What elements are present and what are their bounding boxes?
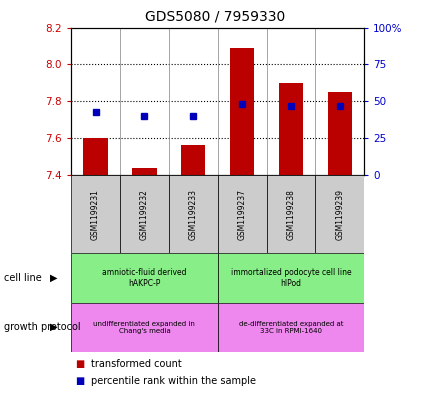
Bar [71, 303, 217, 352]
Text: GSM1199231: GSM1199231 [91, 189, 100, 240]
Bar [327, 92, 351, 175]
Text: GSM1199239: GSM1199239 [335, 189, 344, 240]
Bar [315, 175, 363, 253]
Text: GSM1199237: GSM1199237 [237, 189, 246, 240]
Bar [278, 83, 302, 175]
Text: immortalized podocyte cell line
hIPod: immortalized podocyte cell line hIPod [230, 268, 350, 288]
Bar [229, 48, 254, 175]
Bar [181, 145, 205, 175]
Text: percentile rank within the sample: percentile rank within the sample [90, 376, 255, 386]
Text: transformed count: transformed count [90, 359, 181, 369]
Text: GSM1199232: GSM1199232 [140, 189, 148, 240]
Bar [217, 303, 363, 352]
Bar [217, 175, 266, 253]
Text: de-differentiated expanded at
33C in RPMI-1640: de-differentiated expanded at 33C in RPM… [238, 321, 342, 334]
Bar [266, 175, 315, 253]
Bar [71, 253, 217, 303]
Text: ▶: ▶ [50, 273, 58, 283]
Text: GSM1199233: GSM1199233 [188, 189, 197, 240]
Text: growth protocol: growth protocol [4, 322, 81, 332]
Bar [217, 253, 363, 303]
Text: ■: ■ [75, 376, 84, 386]
Text: GSM1199238: GSM1199238 [286, 189, 295, 240]
Text: ■: ■ [75, 359, 84, 369]
Bar [120, 175, 169, 253]
Bar [71, 175, 120, 253]
Text: undifferentiated expanded in
Chang's media: undifferentiated expanded in Chang's med… [93, 321, 195, 334]
Text: amniotic-fluid derived
hAKPC-P: amniotic-fluid derived hAKPC-P [102, 268, 186, 288]
Bar [169, 175, 217, 253]
Bar [132, 167, 156, 175]
Bar [83, 138, 108, 175]
Text: GDS5080 / 7959330: GDS5080 / 7959330 [145, 10, 285, 24]
Text: ▶: ▶ [50, 322, 58, 332]
Text: cell line: cell line [4, 273, 42, 283]
